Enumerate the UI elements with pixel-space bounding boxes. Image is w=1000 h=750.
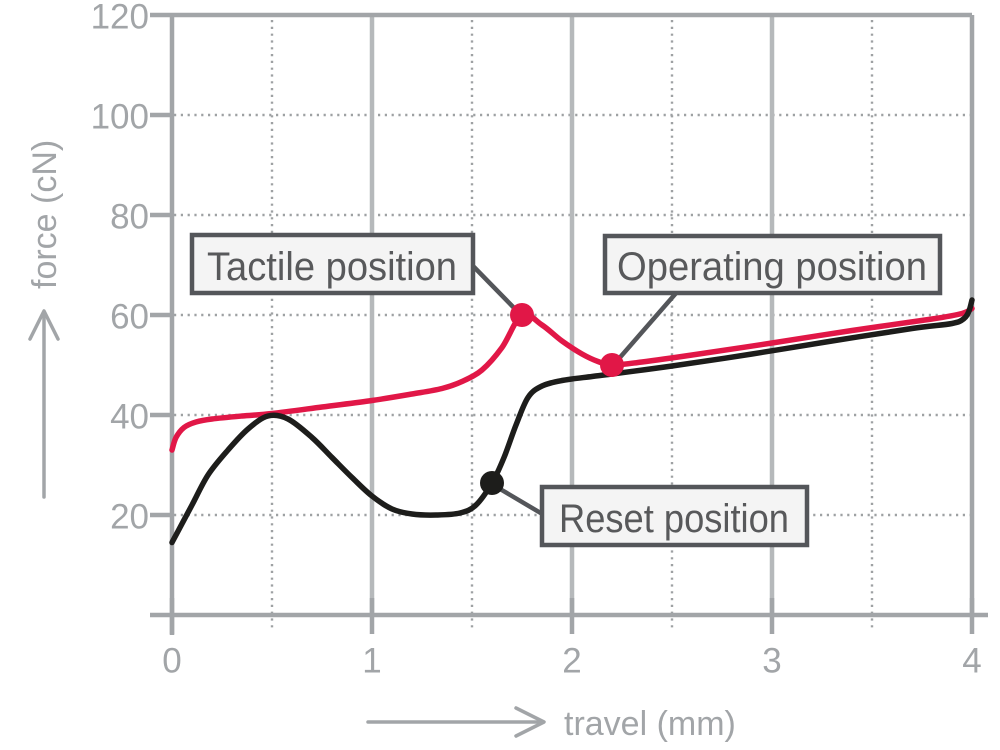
x-axis-title: travel (mm) [366,705,736,743]
y-axis-label: force (cN) [26,140,64,289]
x-tick-label: 2 [562,642,581,681]
reset-leader-line [492,483,547,518]
y-tick-label: 80 [110,198,149,237]
x-tick-label: 4 [962,642,981,681]
grid [174,17,970,632]
tactile-position-callout: Tactile position [189,232,476,296]
operating-callout-box [602,233,943,296]
y-tick-label: 100 [91,98,149,137]
tick-labels: 20 40 60 80 100 120 0 1 2 3 4 [91,0,982,681]
reset-callout-box [539,484,810,548]
y-tick-label: 120 [91,0,149,37]
x-tick-label: 1 [362,642,381,681]
x-tick-label: 3 [762,642,781,681]
callouts: Tactile position Operating position Rese… [189,232,943,548]
markers [480,303,624,495]
operating-callout-label: Operating position [617,245,927,289]
operating-position-callout: Operating position [602,233,943,296]
curves [169,297,975,546]
leader-lines [471,264,680,518]
reset-position-dot [480,471,504,495]
operating-position-dot [600,353,624,377]
tactile-callout-label: Tactile position [207,245,457,289]
tactile-leader-line [471,264,522,316]
y-axis-title: force (cN) [26,140,64,499]
operating-leader-line [613,289,680,365]
x-tick-label: 0 [162,642,181,681]
y-tick-label: 60 [110,298,149,337]
x-axis-arrow-head-icon [514,706,546,738]
x-axis-label: travel (mm) [564,705,736,743]
press-curve [169,305,975,453]
y-tick-label: 40 [110,398,149,437]
reset-callout-label: Reset position [559,497,789,541]
release-curve [169,297,975,546]
axes [150,12,988,635]
tactile-position-dot [510,303,534,327]
reset-position-callout: Reset position [539,484,810,548]
tactile-callout-box [189,232,476,296]
y-axis-arrow-head-icon [28,309,60,341]
y-tick-label: 20 [110,498,149,537]
